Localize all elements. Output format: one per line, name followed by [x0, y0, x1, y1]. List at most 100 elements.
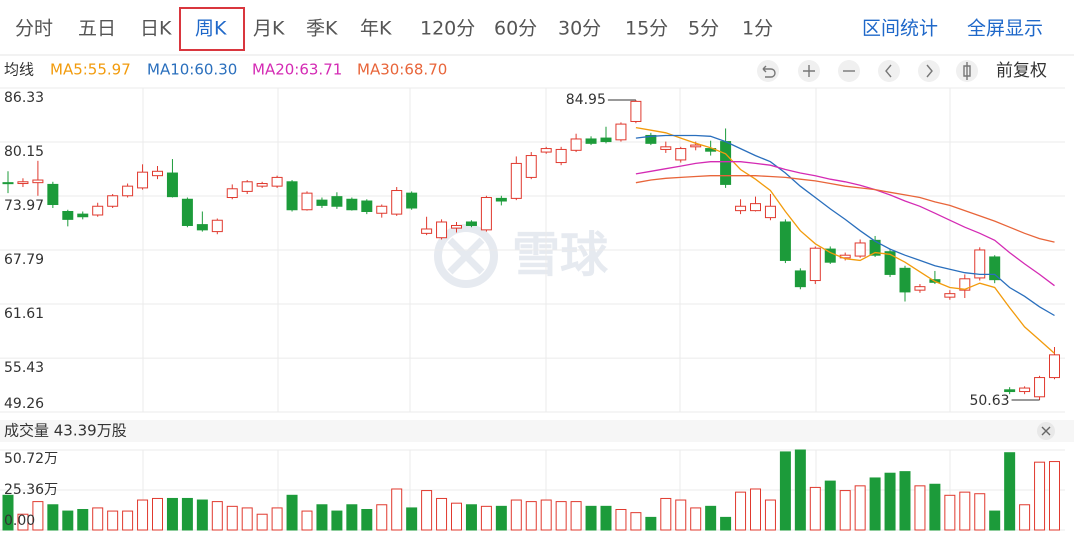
volume-bar [256, 513, 268, 531]
volume-bar [555, 501, 567, 531]
volume-bar [451, 502, 462, 531]
candle-body [630, 100, 642, 122]
volume-bar [241, 507, 253, 531]
volume-bar [824, 480, 836, 531]
candle-body [525, 155, 537, 178]
volume-bar [540, 499, 552, 531]
candle-body [480, 197, 492, 231]
volume-bar [1034, 461, 1046, 531]
volume-bar [77, 508, 89, 531]
candle-body [914, 286, 926, 291]
ma-line [635, 161, 1055, 287]
volume-title: 成交量 43.39万股 [4, 422, 127, 440]
candle-body [510, 162, 522, 199]
period-tab[interactable]: 日K [140, 18, 172, 40]
volume-bar [645, 516, 657, 531]
y-tick-label: 49.26 [4, 396, 44, 412]
period-tab[interactable]: 五日 [78, 18, 116, 40]
candle-style-icon [963, 62, 971, 80]
volume-bar [211, 501, 223, 531]
close-icon [1041, 426, 1051, 436]
y-tick-label: 80.15 [4, 144, 44, 160]
candle-body [346, 198, 358, 211]
candle-body [211, 219, 223, 233]
ma-legend-title: 均线 [4, 61, 34, 79]
candle-body [286, 181, 298, 211]
candle-body [1049, 354, 1060, 379]
volume-header [0, 420, 1074, 442]
candle-body [944, 293, 956, 298]
candle-body [77, 213, 89, 218]
volume-bar [181, 497, 193, 531]
period-tab[interactable]: 季K [306, 18, 338, 40]
period-tab[interactable]: 周K [195, 18, 227, 40]
volume-bar [47, 504, 59, 531]
pan-left-button[interactable] [878, 60, 900, 82]
ma-line [635, 126, 1055, 354]
y-tick-label: 67.79 [4, 252, 44, 268]
volume-bar [839, 490, 851, 531]
candle-body [436, 221, 448, 239]
period-tab[interactable]: 15分 [625, 18, 668, 40]
volume-bar [17, 513, 29, 531]
candle-body [421, 228, 433, 234]
volume-bar [779, 451, 791, 531]
volume-bar [764, 499, 776, 531]
volume-bar [92, 507, 104, 531]
volume-tick-label: 0.00 [4, 513, 35, 529]
volume-bar [869, 477, 881, 531]
candle-body [555, 148, 567, 164]
candle-body [316, 199, 328, 206]
candle-body [495, 197, 507, 202]
period-tab[interactable]: 5分 [688, 18, 719, 40]
volume-bar [570, 501, 582, 531]
period-tab[interactable]: 60分 [494, 18, 537, 40]
volume-bar [914, 485, 926, 531]
volume-bar [391, 488, 403, 531]
volume-bar [122, 510, 134, 531]
watermark-text: 雪球 [512, 227, 609, 283]
period-tab[interactable]: 年K [360, 18, 392, 40]
watermark: 雪球 [434, 224, 609, 288]
candle-body [570, 138, 582, 151]
candle-body [152, 170, 163, 177]
volume-bar [196, 499, 208, 531]
candle-body [17, 181, 29, 185]
volume-bar [107, 510, 119, 531]
period-tab[interactable]: 120分 [420, 18, 475, 40]
period-tab[interactable]: 30分 [558, 18, 601, 40]
volume-bar [630, 512, 642, 531]
volume-bar [436, 497, 448, 531]
y-tick-label: 86.33 [4, 90, 44, 106]
candle-body [675, 148, 687, 161]
candle-body [406, 192, 418, 209]
volume-bar [510, 499, 522, 531]
ma-legend-entry: MA10:60.30 [147, 61, 237, 79]
candle-body [974, 249, 986, 279]
candle-body [226, 188, 238, 199]
candle-body [854, 242, 866, 257]
pan-right-button[interactable] [918, 60, 940, 82]
candle-body [122, 185, 134, 197]
period-tab[interactable]: 分时 [15, 18, 53, 40]
volume-bar [675, 499, 687, 531]
adjust-mode[interactable]: 前复权 [996, 61, 1047, 81]
period-tab[interactable]: 月K [253, 18, 285, 40]
period-tab[interactable]: 1分 [742, 18, 773, 40]
undo-button[interactable] [757, 60, 779, 82]
candle-body [959, 278, 971, 291]
volume-bar [465, 504, 477, 531]
candle-body [107, 195, 119, 207]
zoom-in-icon [803, 65, 815, 77]
volume-bar [615, 508, 627, 531]
volume-bar [361, 508, 373, 531]
candle-body [92, 205, 104, 216]
candle-body [779, 221, 791, 261]
candle-body [331, 196, 343, 207]
toolbar-action[interactable]: 全屏显示 [967, 18, 1043, 40]
volume-bar [495, 505, 507, 531]
toolbar-action[interactable]: 区间统计 [862, 18, 938, 40]
ma-line [635, 175, 1055, 243]
volume-bar [331, 510, 343, 531]
